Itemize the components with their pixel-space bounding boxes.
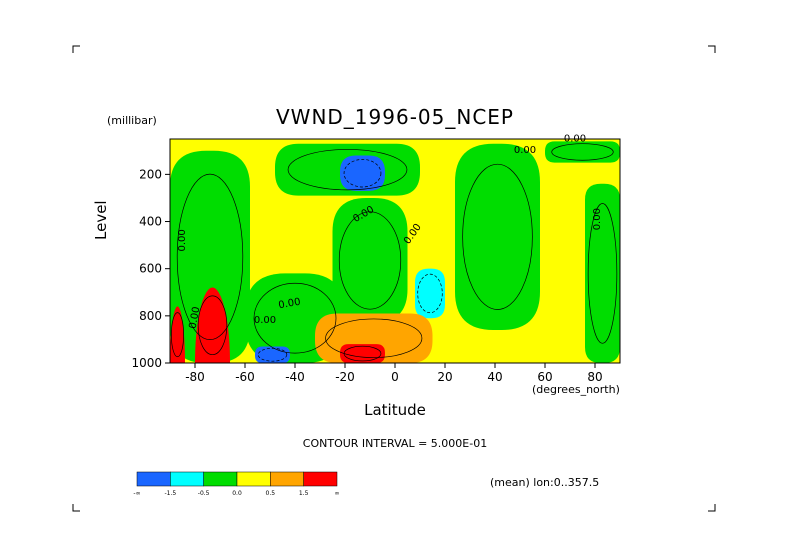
region-green bbox=[545, 141, 620, 163]
region-red bbox=[195, 287, 230, 363]
contour-interval-text: CONTOUR INTERVAL = 5.000E-01 bbox=[302, 437, 488, 450]
x-tick-label: 80 bbox=[587, 370, 602, 384]
contour-label: 0.00 bbox=[278, 297, 302, 312]
contour-line bbox=[462, 163, 533, 310]
region-green bbox=[455, 143, 540, 330]
crop-mark-top-left bbox=[72, 45, 80, 53]
region-green bbox=[585, 183, 620, 363]
plot-fields bbox=[170, 139, 620, 363]
colorbar-label: -0.5 bbox=[198, 490, 210, 497]
contour-line bbox=[325, 318, 423, 358]
crop-mark-bottom-right bbox=[708, 504, 716, 512]
x-tick-label: 60 bbox=[537, 370, 552, 384]
colorbar-swatch bbox=[170, 471, 204, 487]
contour-label: 0.00 bbox=[254, 315, 276, 326]
x-tick-label: 0 bbox=[391, 370, 399, 384]
region-blue bbox=[340, 155, 385, 191]
contour-label: 0.00 bbox=[514, 145, 536, 156]
x-tick-label: -40 bbox=[285, 370, 305, 384]
colorbar-swatch bbox=[203, 471, 238, 487]
y-ticks: 200 400 600 800 1000 bbox=[131, 167, 170, 370]
colorbar-swatch bbox=[136, 471, 171, 487]
region-red bbox=[170, 306, 185, 363]
contour-line bbox=[343, 345, 382, 362]
colorbar-swatch bbox=[236, 471, 271, 487]
colorbar-label: -1.5 bbox=[164, 490, 176, 497]
colorbar-label: 0.5 bbox=[266, 490, 276, 497]
contour-line bbox=[338, 211, 402, 310]
region-red bbox=[340, 344, 385, 363]
contour-line bbox=[343, 159, 382, 188]
y-tick-label: 600 bbox=[139, 262, 162, 276]
contour-line bbox=[197, 295, 228, 356]
y-units-label: (millibar) bbox=[107, 114, 157, 127]
colorbar-label: 0.0 bbox=[232, 490, 242, 497]
chart-title: VWND_1996-05_NCEP bbox=[275, 105, 514, 129]
contour-label: 0.00 bbox=[592, 208, 603, 230]
x-tick-label: 20 bbox=[437, 370, 452, 384]
contour-label: 0.00 bbox=[177, 229, 188, 251]
x-ticks: -80 -60 -40 -20 0 20 40 60 80 bbox=[185, 363, 603, 384]
crop-mark-top-right bbox=[708, 45, 716, 53]
contour-line bbox=[253, 282, 337, 354]
y-tick-label: 200 bbox=[139, 167, 162, 181]
colorbar-label: ∞ bbox=[335, 490, 340, 497]
region-cyan bbox=[415, 268, 445, 319]
colorbar-swatch bbox=[303, 471, 338, 487]
colorbar-swatch bbox=[270, 471, 304, 487]
contour-line bbox=[257, 347, 288, 362]
region-green bbox=[170, 150, 250, 363]
contour-line bbox=[587, 203, 618, 344]
x-tick-label: 40 bbox=[487, 370, 502, 384]
region-green bbox=[332, 197, 408, 323]
contour-line bbox=[171, 312, 185, 358]
y-tick-label: 800 bbox=[139, 309, 162, 323]
contour-line bbox=[417, 273, 443, 314]
y-tick-label: 400 bbox=[139, 215, 162, 229]
contour-label: 0.00 bbox=[188, 306, 203, 330]
y-tick-label: 1000 bbox=[131, 356, 162, 370]
contour-line bbox=[551, 143, 614, 161]
contour-lines bbox=[171, 143, 618, 362]
x-axis-label: Latitude bbox=[364, 401, 426, 419]
averaging-note: (mean) lon:0..357.5 bbox=[490, 476, 600, 489]
contour-line bbox=[287, 149, 408, 191]
x-tick-label: -20 bbox=[335, 370, 355, 384]
crop-mark-bottom-left bbox=[72, 504, 80, 512]
x-tick-label: -80 bbox=[185, 370, 205, 384]
colorbar-label: 1.5 bbox=[299, 490, 309, 497]
x-units-label: (degrees_north) bbox=[532, 383, 620, 396]
colorbar-label: -∞ bbox=[133, 490, 140, 497]
x-tick-label: -60 bbox=[235, 370, 255, 384]
region-blue bbox=[255, 346, 290, 363]
contour-line bbox=[176, 173, 244, 341]
